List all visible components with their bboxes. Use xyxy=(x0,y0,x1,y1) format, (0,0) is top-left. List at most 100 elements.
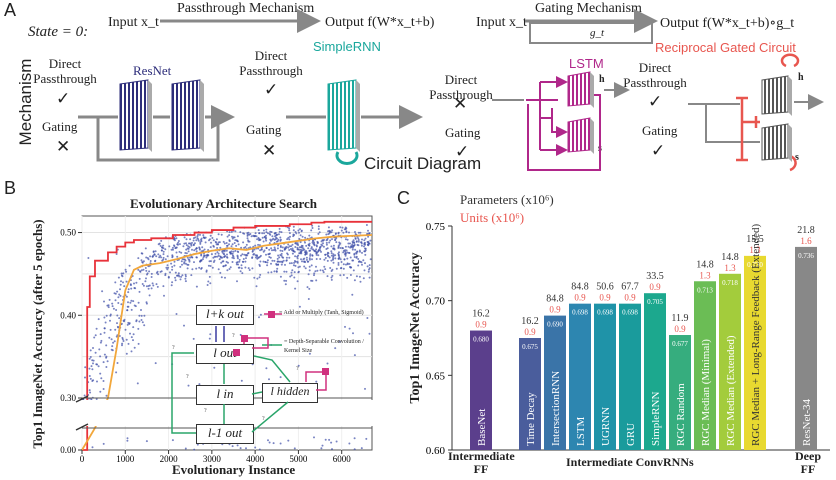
scatter-point xyxy=(104,321,107,324)
scatter-point xyxy=(228,240,231,243)
bar-category-label: SimpleRNN xyxy=(650,392,662,446)
scatter-point xyxy=(365,224,368,226)
scatter-point xyxy=(337,232,340,235)
scatter-point xyxy=(357,264,360,267)
scatter-point xyxy=(279,442,282,445)
scatter-point xyxy=(275,236,278,239)
scatter-point xyxy=(221,250,224,253)
scatter-point xyxy=(223,250,226,253)
inset-node-l1-out: l-1 out xyxy=(196,424,254,444)
scatter-point xyxy=(173,264,176,267)
scatter-point xyxy=(197,233,200,236)
scatter-point xyxy=(366,265,369,268)
scatter-point xyxy=(297,254,300,257)
scatter-point xyxy=(287,246,290,249)
bar xyxy=(470,330,492,450)
scatter-point xyxy=(303,265,306,268)
scatter-point xyxy=(105,314,108,317)
bar xyxy=(544,315,566,450)
scatter-point xyxy=(265,239,268,242)
scatter-point xyxy=(294,255,297,258)
scatter-point xyxy=(262,240,265,243)
direct-passthrough-4: Direct Passthrough xyxy=(623,60,687,90)
scatter-point xyxy=(344,325,346,328)
scatter-point xyxy=(279,246,282,249)
scatter-point xyxy=(137,342,140,345)
scatter-point xyxy=(294,260,297,263)
scatter-point xyxy=(359,231,362,234)
scatter-point xyxy=(324,438,327,441)
scatter-point xyxy=(237,263,240,266)
panel-a-letter: A xyxy=(4,0,17,20)
scatter-point xyxy=(225,249,228,252)
bar-params-label: 11.9 xyxy=(671,313,688,324)
scatter-point xyxy=(178,243,181,246)
scatter-point xyxy=(149,255,152,258)
scatter-point xyxy=(288,227,291,230)
scatter-point xyxy=(136,382,139,385)
passthrough-output: Output f(W*x_t+b) xyxy=(325,15,435,30)
scatter-point xyxy=(203,254,206,257)
bar-value-label: 0.736 xyxy=(798,252,814,260)
scatter-point xyxy=(241,272,244,275)
scatter-point xyxy=(212,245,215,248)
panel-b-xlabel: Evolutionary Instance xyxy=(172,462,296,477)
scatter-point xyxy=(208,337,211,340)
scatter-point xyxy=(303,260,305,263)
scatter-point xyxy=(311,227,314,229)
scatter-point xyxy=(281,250,284,252)
scatter-point xyxy=(125,295,128,298)
b-ytick: 0.00 xyxy=(60,445,76,455)
scatter-point xyxy=(245,253,248,256)
scatter-point xyxy=(357,258,360,260)
scatter-point xyxy=(330,231,333,234)
scatter-point xyxy=(145,256,148,259)
scatter-point xyxy=(88,357,91,360)
scatter-point xyxy=(166,264,169,267)
scatter-point xyxy=(155,283,158,286)
scatter-point xyxy=(116,314,119,317)
scatter-point xyxy=(184,259,187,262)
scatter-point xyxy=(258,244,261,247)
bar-value-label: 0.713 xyxy=(697,286,713,294)
scatter-point xyxy=(302,258,305,261)
scatter-point xyxy=(236,240,239,242)
scatter-point xyxy=(140,319,143,321)
scatter-point xyxy=(121,275,124,278)
scatter-point xyxy=(115,309,118,311)
inset-legend-conv: = Depth-Separable Convolution / Kernel S… xyxy=(284,339,364,354)
bar-value-label: 0.698 xyxy=(572,309,588,317)
bar-params-label: 33.5 xyxy=(646,271,664,282)
scatter-point xyxy=(185,242,187,245)
scatter-point xyxy=(348,252,351,254)
scatter-point xyxy=(252,245,255,248)
scatter-point xyxy=(285,259,288,262)
scatter-point xyxy=(258,239,261,241)
scatter-point xyxy=(202,249,205,252)
scatter-point xyxy=(268,232,271,235)
scatter-point xyxy=(275,234,278,237)
bar-units-label: 1.3 xyxy=(724,263,736,273)
scatter-point xyxy=(279,260,282,263)
scatter-point xyxy=(228,231,231,234)
scatter-point xyxy=(180,275,183,278)
scatter-point xyxy=(256,257,259,260)
scatter-point xyxy=(191,248,193,251)
bar-params-label: 84.8 xyxy=(571,282,589,293)
scatter-point xyxy=(322,271,325,274)
scatter-point xyxy=(187,247,190,250)
scatter-point xyxy=(232,250,235,253)
scatter-point xyxy=(282,259,285,262)
scatter-point xyxy=(357,239,360,241)
bar-params-label: 16.2 xyxy=(472,309,490,320)
scatter-point xyxy=(162,244,165,247)
scatter-point xyxy=(255,256,257,259)
model-name-rgc: Reciprocal Gated Circuit xyxy=(655,40,796,55)
gating-3: Gating xyxy=(445,125,481,140)
scatter-point xyxy=(143,314,146,317)
scatter-point xyxy=(311,254,314,257)
scatter-point xyxy=(240,267,243,270)
scatter-point xyxy=(216,243,219,246)
scatter-point xyxy=(125,338,128,341)
